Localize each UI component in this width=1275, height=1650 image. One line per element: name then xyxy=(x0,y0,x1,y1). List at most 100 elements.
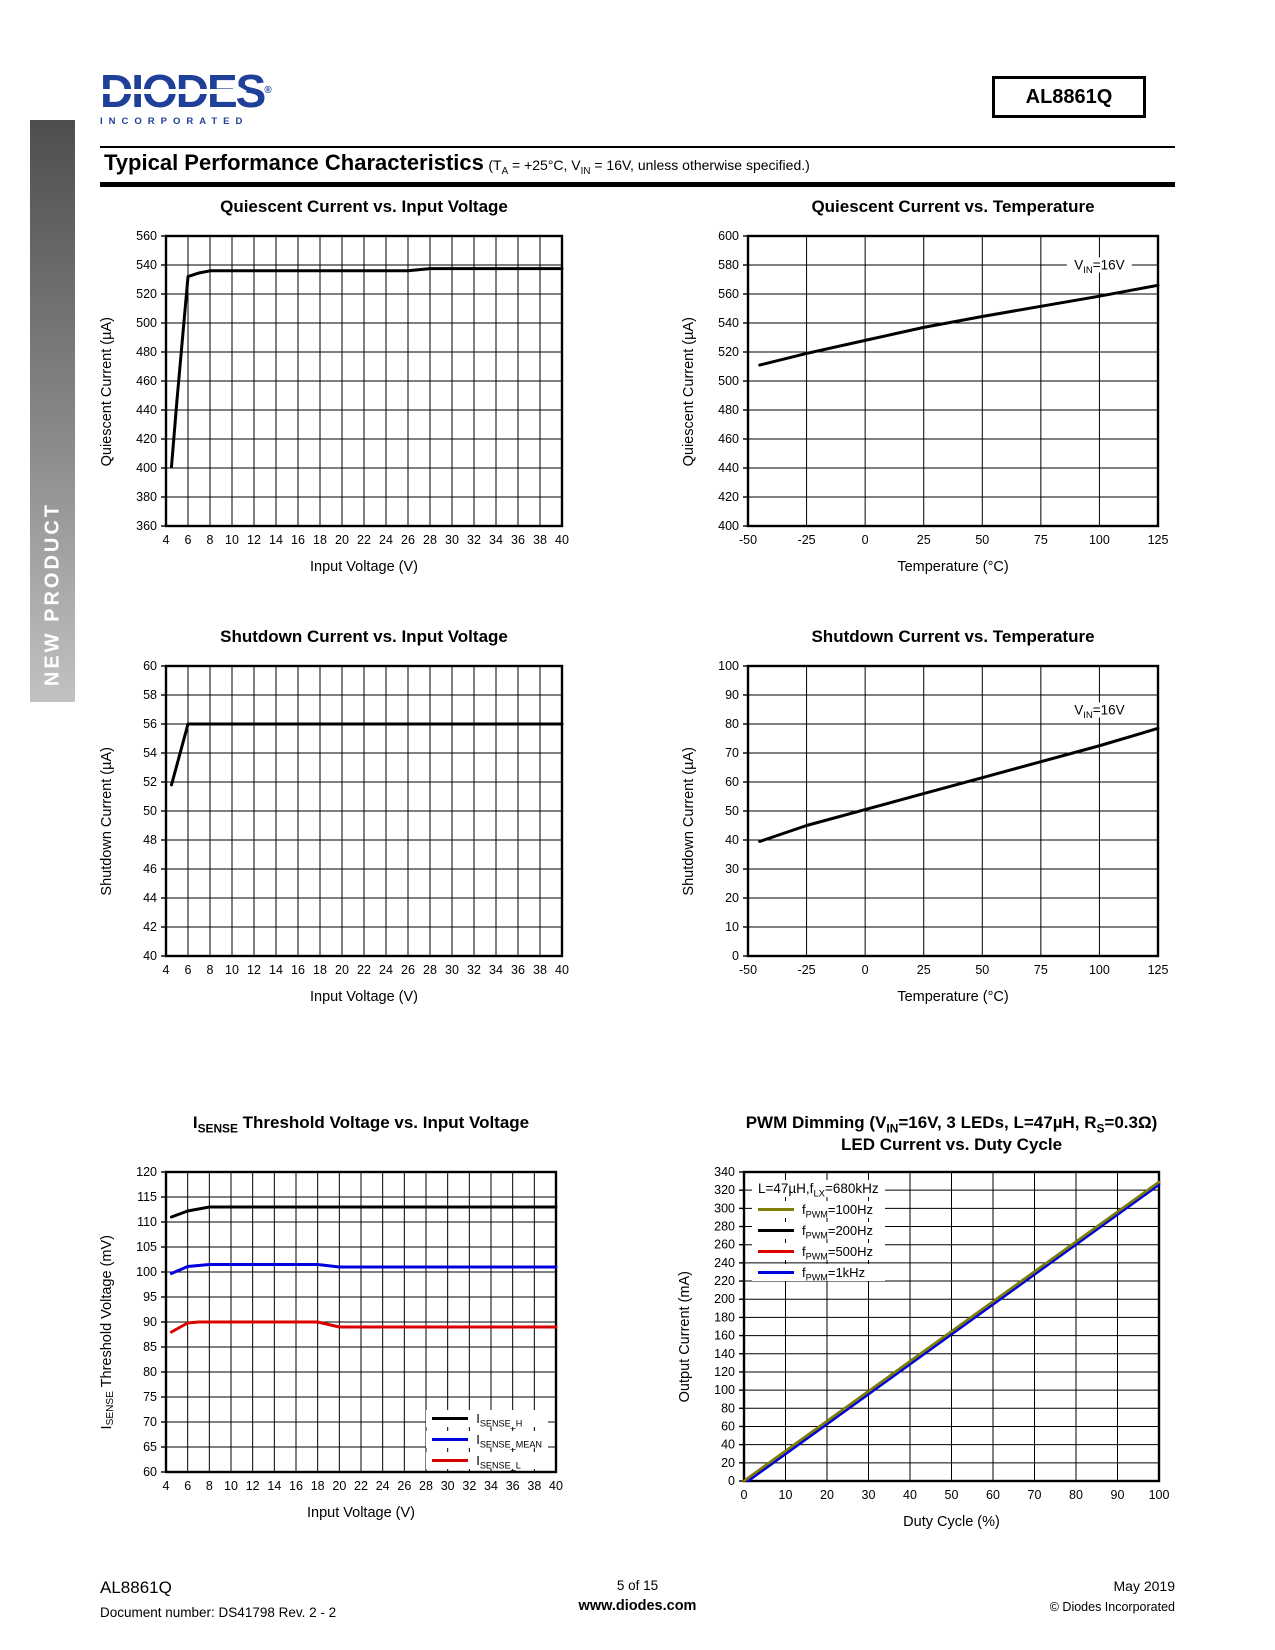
svg-text:50: 50 xyxy=(725,804,739,818)
svg-text:28: 28 xyxy=(419,1479,433,1493)
footer-page-number: 5 of 15 xyxy=(616,1578,659,1593)
svg-text:26: 26 xyxy=(397,1479,411,1493)
chart-shutdown-current-vs-input-voltage: Shutdown Current vs. Input Voltage Shutd… xyxy=(94,626,576,1005)
svg-text:40: 40 xyxy=(721,1438,735,1452)
svg-text:460: 460 xyxy=(136,374,157,388)
svg-text:120: 120 xyxy=(136,1165,157,1179)
legend-label: fPWM=500Hz xyxy=(802,1244,874,1262)
legend-entry: fPWM=100Hz xyxy=(752,1201,885,1219)
svg-text:6: 6 xyxy=(185,533,192,547)
svg-text:38: 38 xyxy=(533,533,547,547)
svg-text:75: 75 xyxy=(1034,533,1048,547)
x-axis-label: Input Voltage (V) xyxy=(306,1505,415,1521)
svg-text:40: 40 xyxy=(143,949,157,963)
svg-text:20: 20 xyxy=(820,1488,834,1502)
y-axis-label: Output Current (mA) xyxy=(677,1271,693,1403)
svg-text:36: 36 xyxy=(511,963,525,977)
svg-text:24: 24 xyxy=(376,1479,390,1493)
svg-text:460: 460 xyxy=(718,432,739,446)
svg-text:500: 500 xyxy=(718,374,739,388)
svg-text:65: 65 xyxy=(143,1440,157,1454)
footer-website-link[interactable]: www.diodes.com xyxy=(578,1598,697,1614)
legend-label: ISENSE_MEAN xyxy=(476,1432,542,1450)
svg-text:60: 60 xyxy=(986,1488,1000,1502)
legend-entry: ISENSE_MEAN xyxy=(426,1431,548,1450)
svg-text:60: 60 xyxy=(721,1419,735,1433)
x-axis-label: Duty Cycle (%) xyxy=(903,1514,1000,1530)
series-isense-l xyxy=(169,1320,558,1334)
svg-text:0: 0 xyxy=(862,963,869,977)
x-axis-label: Input Voltage (V) xyxy=(309,559,418,575)
svg-text:12: 12 xyxy=(246,1479,260,1493)
svg-text:30: 30 xyxy=(725,862,739,876)
svg-text:85: 85 xyxy=(143,1340,157,1354)
legend-swatch-icon xyxy=(432,1459,469,1462)
y-axis-label: ISENSE Threshold Voltage (mV) xyxy=(99,1235,116,1430)
series-fpwm-1khz xyxy=(746,1183,1161,1483)
svg-text:16: 16 xyxy=(289,1479,303,1493)
chart-title: Shutdown Current vs. Input Voltage xyxy=(220,627,508,646)
svg-text:50: 50 xyxy=(975,963,989,977)
plot-canvas: 4 6 8 10 12 14 16 18 20 22 24 26 28 30 32 34 36 38 40 360 38… xyxy=(136,229,569,547)
svg-text:140: 140 xyxy=(714,1347,735,1361)
svg-text:440: 440 xyxy=(136,403,157,417)
section-heading: Typical Performance Characteristics (TA … xyxy=(104,150,1164,176)
legend-entry: fPWM=500Hz xyxy=(752,1243,885,1262)
svg-text:26: 26 xyxy=(401,533,415,547)
svg-text:8: 8 xyxy=(207,963,214,977)
svg-text:540: 540 xyxy=(718,316,739,330)
chart-quiescent-current-vs-temperature: Quiescent Current vs. Temperature Quiesc… xyxy=(676,196,1172,575)
svg-text:105: 105 xyxy=(136,1240,157,1254)
svg-text:100: 100 xyxy=(1149,1488,1170,1502)
svg-text:54: 54 xyxy=(143,746,157,760)
svg-text:300: 300 xyxy=(714,1201,735,1215)
svg-text:380: 380 xyxy=(136,490,157,504)
svg-text:60: 60 xyxy=(143,659,157,673)
svg-text:50: 50 xyxy=(945,1488,959,1502)
y-axis-label: Shutdown Current (µA) xyxy=(99,747,115,896)
plot-canvas: -50 -25 0 25 50 75 100 125 400 420 440 460 480 500 520… xyxy=(718,229,1169,547)
svg-text:100: 100 xyxy=(1089,533,1110,547)
svg-text:100: 100 xyxy=(1089,963,1110,977)
svg-text:0: 0 xyxy=(741,1488,748,1502)
svg-text:12: 12 xyxy=(247,963,261,977)
svg-text:100: 100 xyxy=(136,1265,157,1279)
svg-text:30: 30 xyxy=(441,1479,455,1493)
svg-text:80: 80 xyxy=(721,1401,735,1415)
svg-text:90: 90 xyxy=(725,688,739,702)
diodes-logo-incorporated: INCORPORATED xyxy=(100,116,249,127)
svg-text:320: 320 xyxy=(714,1183,735,1197)
svg-text:14: 14 xyxy=(267,1479,281,1493)
svg-text:32: 32 xyxy=(462,1479,476,1493)
section-conditions: (TA = +25°C, VIN = 16V, unless otherwise… xyxy=(488,157,810,177)
chart-annotation: VIN=16V xyxy=(1067,257,1132,275)
svg-text:125: 125 xyxy=(1148,963,1169,977)
svg-text:40: 40 xyxy=(903,1488,917,1502)
svg-text:8: 8 xyxy=(206,1479,213,1493)
legend-header: L=47µH,fLX=680kHz xyxy=(752,1180,885,1199)
chart-annotation: VIN=16V xyxy=(1067,702,1132,720)
legend-swatch-icon xyxy=(432,1417,469,1420)
svg-text:25: 25 xyxy=(917,533,931,547)
svg-text:20: 20 xyxy=(721,1456,735,1470)
series-shutdown-current xyxy=(758,726,1160,843)
svg-text:52: 52 xyxy=(143,775,157,789)
svg-text:480: 480 xyxy=(136,345,157,359)
svg-text:10: 10 xyxy=(779,1488,793,1502)
svg-text:125: 125 xyxy=(1148,533,1169,547)
legend-entry: fPWM=200Hz xyxy=(752,1222,885,1240)
svg-text:70: 70 xyxy=(1028,1488,1042,1502)
svg-text:56: 56 xyxy=(143,717,157,731)
chart-isense-threshold-voltage-vs-input-voltage: ISENSE Threshold Voltage vs. Input Volta… xyxy=(94,1112,570,1521)
new-product-sidebar: NEW PRODUCT xyxy=(30,120,75,702)
series-shutdown-current xyxy=(170,722,564,787)
legend-swatch-icon xyxy=(758,1250,794,1253)
svg-text:24: 24 xyxy=(379,963,393,977)
y-axis-label: Shutdown Current (µA) xyxy=(681,747,697,896)
legend-swatch-icon xyxy=(432,1438,469,1441)
logo-arrow-icon xyxy=(96,83,247,99)
section-title: Typical Performance Characteristics xyxy=(104,150,484,175)
legend-label: ISENSE_H xyxy=(476,1411,523,1429)
svg-text:6: 6 xyxy=(184,1479,191,1493)
svg-text:80: 80 xyxy=(143,1365,157,1379)
